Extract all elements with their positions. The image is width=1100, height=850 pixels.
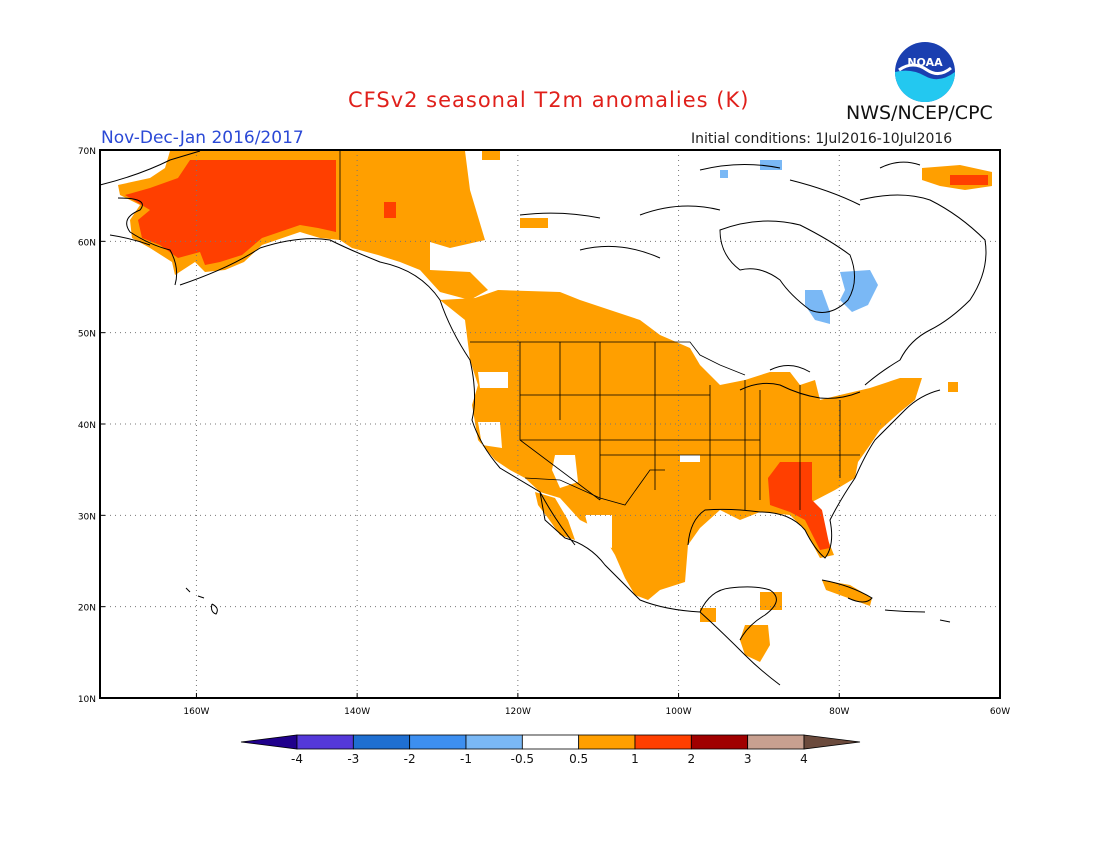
anomaly-gap-washington (478, 372, 508, 388)
anomaly-region-north-patch (482, 151, 500, 160)
anomaly-region-alaska-core (125, 160, 336, 265)
border-us-mexico (524, 469, 665, 506)
anomaly-region-central-america (740, 625, 770, 662)
anomaly-region-baja (535, 492, 575, 540)
coastline-north-america-west (99, 150, 781, 686)
anomaly-region-nova-scotia (948, 382, 958, 392)
lon-label-100W: 100W (666, 707, 692, 717)
lon-label-160W: 160W (183, 707, 209, 717)
colorbar-tick-label: 4 (800, 752, 808, 766)
lon-label-140W: 140W (344, 707, 370, 717)
colorbar-swatch-7 (690, 734, 749, 750)
logo-text: NOAA (907, 56, 943, 69)
lat-label-70N: 70N (78, 147, 96, 157)
coastline-hudson-bay (719, 220, 855, 313)
colorbar-swatch-0 (296, 734, 354, 750)
forecast-period: Nov-Dec-Jan 2016/2017 (101, 128, 304, 148)
colorbar-tick-label: -4 (291, 752, 303, 766)
anomaly-region-ontario-cool (805, 290, 830, 324)
coastline-gulf-atlantic (687, 389, 941, 641)
lat-label-20N: 20N (78, 604, 96, 614)
anomaly-region-cuba (822, 580, 872, 606)
anomaly-gap-baja-coast (528, 497, 536, 510)
colorbar-tick-label: -1 (460, 752, 472, 766)
coastline-labrador (859, 194, 987, 386)
lon-label-80W: 80W (829, 707, 849, 717)
state-borders (339, 151, 860, 510)
lon-label-120W: 120W (505, 707, 531, 717)
colorbar-tick-label: 2 (687, 752, 696, 766)
colorbar-tick-label: 3 (743, 752, 752, 766)
lat-label-10N: 10N (78, 695, 96, 705)
coastline-arctic-islands (519, 161, 921, 259)
lat-label-40N: 40N (78, 421, 96, 431)
colorbar-tick-label: 0.5 (569, 752, 589, 766)
anomaly-region-hudson-west (520, 218, 548, 228)
colorbar (240, 734, 861, 750)
coastline-hawaii (185, 587, 218, 615)
colorbar-tick-label: -2 (403, 752, 416, 766)
coastline-caribbean (821, 579, 951, 623)
map-gridlines (100, 150, 1000, 698)
anomaly-region-conus (440, 290, 922, 600)
anomaly-fill-layer (118, 151, 992, 662)
anomaly-gap-texas (680, 455, 700, 462)
axis-tick-labels: 10N 20N 30N 40N 50N 60N 70N 160W 140W 120W 100W 80W… (78, 147, 1010, 717)
colorbar-swatch-6 (634, 734, 692, 750)
noaa-logo-icon: NOAA (895, 42, 955, 102)
anomaly-region-yukon (340, 151, 488, 300)
map-title: CFSv2 seasonal T2m anomalies (K) (348, 88, 750, 112)
colorbar-swatch-2 (409, 734, 467, 750)
lat-label-60N: 60N (78, 238, 96, 248)
anomaly-gap-california (478, 422, 502, 448)
anomaly-region-southeast-core (768, 462, 830, 550)
colorbar-tick-label: -3 (347, 752, 360, 766)
organization-label: NWS/NCEP/CPC (846, 102, 993, 124)
anomaly-region-arctic-cool-2 (720, 170, 728, 178)
colorbar-tick-label: -0.5 (510, 752, 535, 766)
anomaly-region-yukon-core (384, 202, 396, 218)
lon-label-60W: 60W (990, 707, 1010, 717)
lat-label-50N: 50N (78, 330, 96, 340)
initial-conditions: Initial conditions: 1Jul2016-10Jul2016 (691, 131, 953, 147)
colorbar-swatch-5 (578, 734, 636, 750)
border-states (519, 342, 860, 510)
border-us-canada (339, 151, 746, 376)
colorbar-swatch-8 (747, 734, 805, 750)
anomaly-region-hudson-bay-cool (840, 270, 878, 312)
colorbar-tick-label: 1 (631, 752, 639, 766)
anomaly-region-honduras (700, 608, 716, 622)
anomaly-region-yucatan (760, 592, 782, 610)
anomaly-region-labrador-core (950, 175, 988, 185)
colorbar-swatch-1 (352, 734, 411, 750)
colorbar-swatch-3 (465, 734, 523, 750)
colorbar-arrow-low (240, 734, 298, 750)
lat-label-30N: 30N (78, 512, 96, 522)
anomaly-gap-mexico (585, 515, 612, 548)
colorbar-arrow-high (803, 734, 861, 750)
colorbar-swatch-4 (521, 734, 580, 750)
